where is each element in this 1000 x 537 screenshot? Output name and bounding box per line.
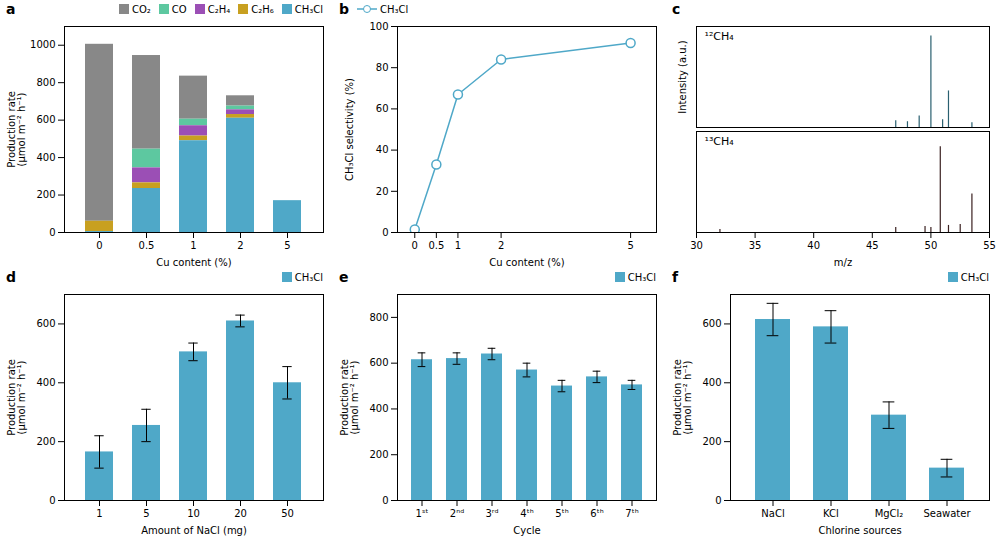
svg-text:4ᵗʰ: 4ᵗʰ [520, 508, 533, 519]
svg-text:0: 0 [49, 227, 55, 238]
svg-text:Intensity (a.u.): Intensity (a.u.) [677, 40, 688, 113]
html-text:b: b [339, 1, 349, 17]
svg-text:200: 200 [36, 436, 55, 447]
svg-text:Seawater: Seawater [923, 508, 971, 519]
svg-text:KCl: KCl [823, 508, 839, 519]
svg-text:600: 600 [36, 318, 55, 329]
svg-text:200: 200 [702, 436, 721, 447]
svg-text:Amount of NaCl (mg): Amount of NaCl (mg) [141, 525, 247, 536]
svg-text:55: 55 [983, 240, 996, 251]
svg-text:800: 800 [36, 77, 55, 88]
svg-text:20: 20 [376, 186, 389, 197]
svg-text:¹³CH₄: ¹³CH₄ [705, 135, 735, 148]
html-text:c: c [672, 1, 681, 17]
svg-text:400: 400 [36, 152, 55, 163]
svg-text:2ⁿᵈ: 2ⁿᵈ [450, 508, 464, 519]
html-text:CH₃Cl: CH₃Cl [627, 271, 656, 283]
svg-text:50: 50 [281, 508, 294, 519]
html-text:C₂H₄: C₂H₄ [207, 3, 231, 15]
html-text:CO₂: CO₂ [131, 3, 151, 15]
svg-text:600: 600 [702, 318, 721, 329]
html-text:C₂H₆: C₂H₆ [251, 3, 274, 15]
svg-text:0: 0 [382, 227, 388, 238]
svg-text:2: 2 [237, 240, 243, 251]
svg-text:100: 100 [369, 21, 388, 32]
html-text:f: f [672, 269, 679, 285]
svg-text:5: 5 [284, 240, 290, 251]
svg-text:0: 0 [49, 495, 55, 506]
svg-text:40: 40 [376, 144, 389, 155]
svg-text:40: 40 [807, 240, 820, 251]
svg-text:Cycle: Cycle [513, 525, 540, 536]
svg-text:800: 800 [369, 312, 388, 323]
svg-text:10: 10 [187, 508, 200, 519]
svg-text:5: 5 [627, 240, 633, 251]
svg-text:3ʳᵈ: 3ʳᵈ [485, 508, 498, 519]
html-text:d: d [6, 269, 16, 285]
svg-text:0: 0 [412, 240, 418, 251]
svg-text:1: 1 [96, 508, 102, 519]
svg-text:0.5: 0.5 [428, 240, 444, 251]
svg-text:MgCl₂: MgCl₂ [875, 508, 904, 519]
svg-text:60: 60 [376, 103, 389, 114]
svg-text:400: 400 [702, 377, 721, 388]
svg-text:200: 200 [36, 189, 55, 200]
svg-text:5: 5 [143, 508, 149, 519]
svg-text:400: 400 [36, 377, 55, 388]
svg-text:0: 0 [382, 495, 388, 506]
svg-text:0.5: 0.5 [139, 240, 155, 251]
svg-text:7ᵗʰ: 7ᵗʰ [625, 508, 638, 519]
svg-text:200: 200 [369, 449, 388, 460]
html-text:CH₃Cl: CH₃Cl [960, 271, 989, 283]
svg-text:400: 400 [369, 403, 388, 414]
svg-text:m/z: m/z [834, 257, 852, 268]
html-text:e: e [339, 269, 349, 285]
svg-text:30: 30 [690, 240, 703, 251]
svg-text:35: 35 [749, 240, 762, 251]
svg-text:80: 80 [376, 62, 389, 73]
svg-text:600: 600 [36, 114, 55, 125]
svg-text:600: 600 [369, 357, 388, 368]
svg-text:Production rate(μmol m⁻² h⁻¹): Production rate(μmol m⁻² h⁻¹) [6, 359, 27, 436]
html-text:CH₃Cl: CH₃Cl [380, 3, 409, 15]
svg-text:¹²CH₄: ¹²CH₄ [705, 30, 735, 43]
svg-text:Production rate(μmol m⁻² h⁻¹): Production rate(μmol m⁻² h⁻¹) [672, 359, 693, 436]
svg-text:20: 20 [234, 508, 247, 519]
svg-text:1: 1 [190, 240, 196, 251]
svg-text:45: 45 [866, 240, 879, 251]
svg-text:2: 2 [498, 240, 504, 251]
svg-text:Cu content (%): Cu content (%) [156, 257, 231, 268]
svg-text:1000: 1000 [30, 39, 55, 50]
html-text:a: a [6, 1, 16, 17]
svg-text:1ˢᵗ: 1ˢᵗ [415, 508, 428, 519]
svg-text:50: 50 [925, 240, 938, 251]
svg-text:1: 1 [455, 240, 461, 251]
html-text:CH₃Cl: CH₃Cl [294, 3, 323, 15]
html-text:CO: CO [171, 3, 187, 15]
svg-text:Production rate(μmol m⁻² h⁻¹): Production rate(μmol m⁻² h⁻¹) [6, 91, 27, 168]
svg-text:CH₃Cl selectivity (%): CH₃Cl selectivity (%) [344, 78, 355, 181]
svg-text:5ᵗʰ: 5ᵗʰ [555, 508, 568, 519]
svg-text:Cu content (%): Cu content (%) [489, 257, 564, 268]
svg-text:Chlorine sources: Chlorine sources [818, 525, 901, 536]
svg-text:NaCl: NaCl [761, 508, 784, 519]
html-text:CH₃Cl: CH₃Cl [294, 271, 323, 283]
svg-text:0: 0 [715, 495, 721, 506]
svg-text:6ᵗʰ: 6ᵗʰ [590, 508, 603, 519]
svg-text:0: 0 [96, 240, 102, 251]
svg-text:Production rate(μmol m⁻² h⁻¹): Production rate(μmol m⁻² h⁻¹) [339, 359, 360, 436]
